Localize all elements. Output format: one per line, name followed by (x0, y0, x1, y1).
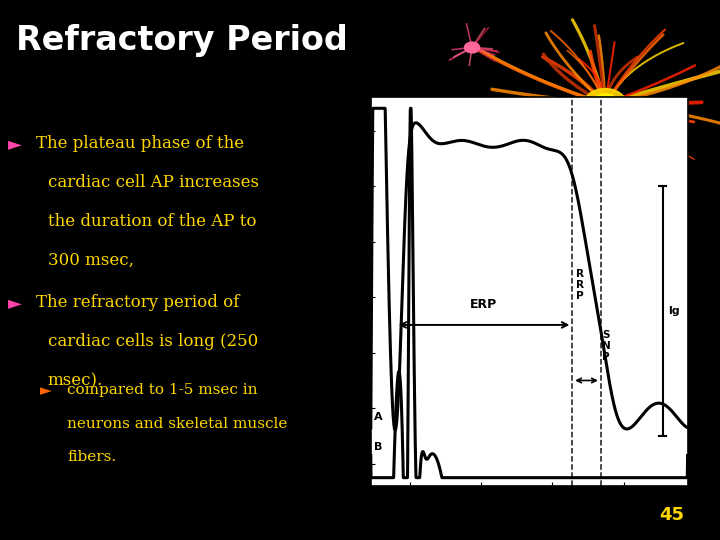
Text: cardiac cells is long (250: cardiac cells is long (250 (48, 333, 258, 350)
X-axis label: Time (ms): Time (ms) (498, 509, 561, 522)
Text: B: B (374, 442, 383, 452)
Text: fibers.: fibers. (68, 450, 117, 464)
Circle shape (584, 89, 626, 119)
Text: compared to 1-5 msec in: compared to 1-5 msec in (68, 383, 258, 397)
Text: msec).: msec). (48, 372, 103, 389)
Circle shape (464, 42, 480, 53)
Text: A: A (374, 411, 383, 422)
Text: ►: ► (8, 135, 22, 153)
Text: ERP: ERP (470, 298, 498, 311)
Text: 300 msec,: 300 msec, (48, 252, 133, 268)
Text: the duration of the AP to: the duration of the AP to (48, 213, 256, 230)
Text: The refractory period of: The refractory period of (36, 294, 239, 311)
Text: cardiac cell AP increases: cardiac cell AP increases (48, 174, 258, 191)
Text: R
R
P: R R P (576, 269, 584, 301)
Circle shape (599, 99, 611, 108)
Text: S
N
P: S N P (602, 330, 611, 362)
Text: lg: lg (668, 306, 680, 316)
Text: ►: ► (40, 383, 51, 399)
Text: neurons and skeletal muscle: neurons and skeletal muscle (68, 417, 288, 431)
Y-axis label: mv: mv (323, 282, 336, 301)
Text: ►: ► (8, 294, 22, 312)
Text: The plateau phase of the: The plateau phase of the (36, 135, 244, 152)
Circle shape (592, 94, 618, 113)
Text: Refractory Period: Refractory Period (16, 24, 348, 57)
Text: 45: 45 (659, 506, 684, 524)
